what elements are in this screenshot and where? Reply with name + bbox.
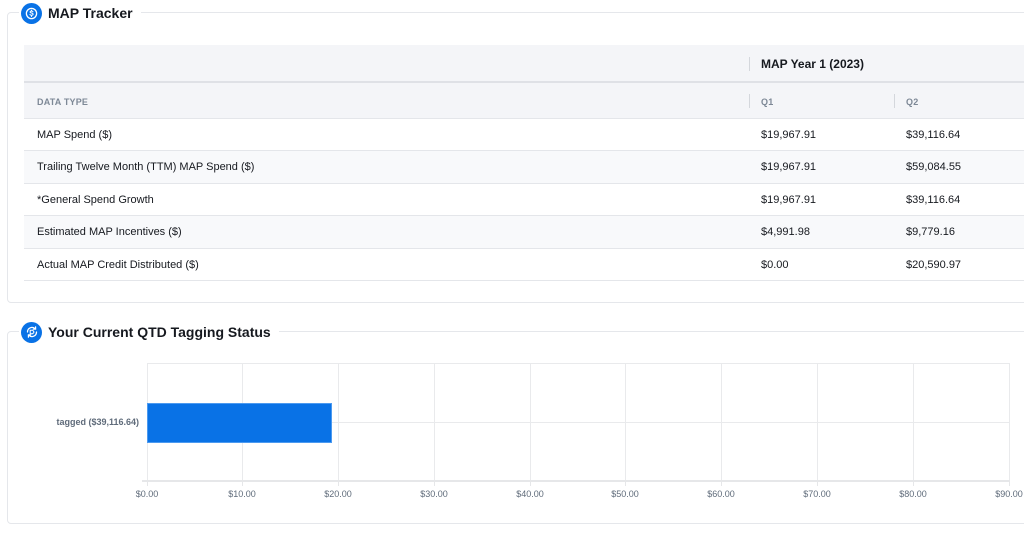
x-tick [338,480,339,486]
cell-q2: $20,590.97 [906,258,962,271]
row-label: *General Spend Growth [37,193,154,206]
map-tracker-header: MAP Tracker [19,1,141,25]
x-tick [913,480,914,486]
row-label: MAP Spend ($) [37,129,113,141]
column-divider [749,94,750,108]
x-tick [721,480,722,486]
x-tick-label: $0.00 [135,489,159,499]
x-tick [530,480,531,486]
x-tick [147,480,148,486]
gridline [147,363,1009,364]
x-tick-label: $50.00 [611,489,639,499]
x-tick [1009,480,1010,486]
column-header-q1[interactable]: Q1 [761,97,774,107]
table-group-header-row: MAP Year 1 (2023) [24,45,1024,83]
group-header-map-year: MAP Year 1 (2023) [761,57,864,71]
table-column-header-row: DATA TYPE Q1 Q2 [24,83,1024,119]
y-category-label: tagged ($39,116.64) [56,417,139,427]
column-header-q2[interactable]: Q2 [906,97,919,107]
cell-q1: $19,967.91 [761,129,817,141]
table-row: *General Spend Growth $19,967.91 $39,116… [24,184,1024,217]
row-label: Actual MAP Credit Distributed ($) [37,258,199,271]
table-row: Trailing Twelve Month (TTM) MAP Spend ($… [24,151,1024,184]
map-tracker-title: MAP Tracker [48,5,133,21]
column-header-data-type[interactable]: DATA TYPE [37,97,89,107]
gridline [1009,363,1010,481]
gridline [434,363,435,481]
tagging-status-header: Your Current QTD Tagging Status [19,320,279,344]
x-tick-label: $10.00 [228,489,256,499]
row-label: Estimated MAP Incentives ($) [37,226,182,239]
table-row: Actual MAP Credit Distributed ($) $0.00 … [24,249,1024,281]
map-tracker-card: MAP Year 1 (2023) DATA TYPE Q1 Q2 MAP Sp… [7,12,1024,303]
gridline [721,363,722,481]
x-axis-line [142,480,1010,482]
x-tick-label: $30.00 [420,489,448,499]
column-divider [749,57,750,71]
x-tick-label: $70.00 [803,489,831,499]
x-tick [625,480,626,486]
tag-refresh-icon [21,321,42,343]
cell-q2: $39,116.64 [906,193,961,206]
cell-q2: $9,779.16 [906,226,955,239]
x-tick-label: $60.00 [707,489,735,499]
x-tick-label: $90.00 [995,489,1023,499]
gridline [625,363,626,481]
table-row: Estimated MAP Incentives ($) $4,991.98 $… [24,216,1024,249]
x-tick [434,480,435,486]
cell-q2: $39,116.64 [906,129,961,141]
column-divider [894,94,895,108]
bar-tagged[interactable] [147,403,332,443]
tagging-status-title: Your Current QTD Tagging Status [48,324,271,340]
x-tick-label: $20.00 [324,489,352,499]
table-row: MAP Spend ($) $19,967.91 $39,116.64 [24,119,1024,152]
x-tick [242,480,243,486]
gridline [913,363,914,481]
gridline [817,363,818,481]
cell-q1: $19,967.91 [761,193,817,206]
x-tick [817,480,818,486]
x-tick-label: $80.00 [899,489,927,499]
cell-q1: $4,991.98 [761,226,810,239]
cell-q2: $59,084.55 [906,161,962,174]
cell-q1: $0.00 [761,258,789,271]
row-label: Trailing Twelve Month (TTM) MAP Spend ($… [37,161,255,174]
map-tracker-table: MAP Year 1 (2023) DATA TYPE Q1 Q2 MAP Sp… [24,45,1024,281]
dollar-circle-icon [21,2,42,24]
x-tick-label: $40.00 [516,489,544,499]
gridline [338,363,339,481]
cell-q1: $19,967.91 [761,161,817,174]
gridline [147,422,1009,423]
gridline [530,363,531,481]
